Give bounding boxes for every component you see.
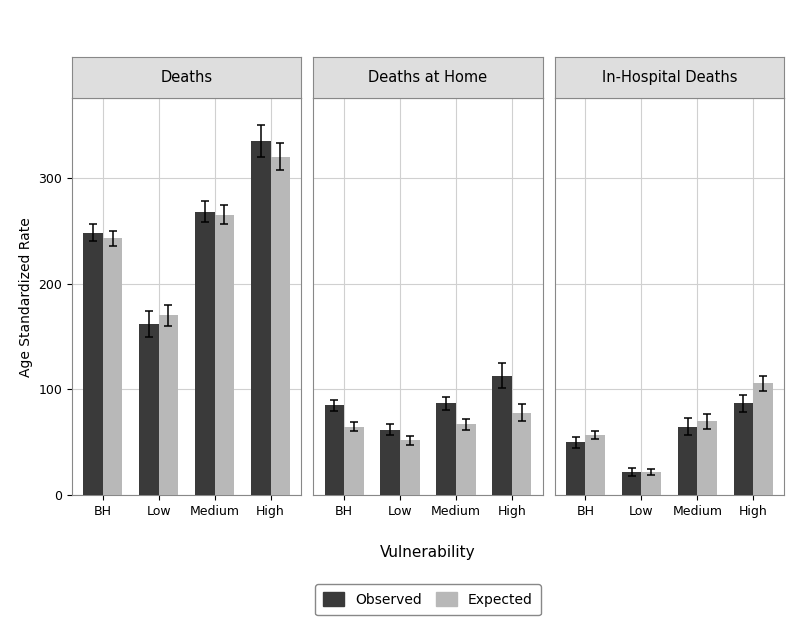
- Bar: [436, 403, 456, 495]
- Bar: [344, 427, 364, 495]
- Text: Deaths at Home: Deaths at Home: [369, 70, 487, 85]
- Y-axis label: Age Standardized Rate: Age Standardized Rate: [19, 217, 33, 377]
- Bar: [325, 405, 344, 495]
- Bar: [642, 472, 661, 495]
- Bar: [102, 238, 122, 495]
- Bar: [698, 421, 717, 495]
- Bar: [586, 435, 605, 495]
- Bar: [400, 440, 420, 495]
- Bar: [214, 215, 234, 495]
- Legend: Observed, Expected: Observed, Expected: [315, 584, 541, 615]
- Bar: [492, 376, 512, 495]
- Bar: [139, 324, 158, 495]
- Bar: [754, 383, 773, 495]
- Bar: [734, 403, 754, 495]
- Bar: [251, 141, 270, 495]
- Bar: [678, 427, 698, 495]
- Bar: [83, 233, 102, 495]
- Text: In-Hospital Deaths: In-Hospital Deaths: [602, 70, 737, 85]
- Bar: [158, 316, 178, 495]
- Bar: [381, 430, 400, 495]
- Text: Vulnerability: Vulnerability: [380, 545, 476, 560]
- Bar: [622, 472, 642, 495]
- Text: Deaths: Deaths: [161, 70, 213, 85]
- Bar: [270, 157, 290, 495]
- Bar: [512, 413, 531, 495]
- Bar: [195, 211, 214, 495]
- Bar: [566, 443, 586, 495]
- Bar: [456, 424, 475, 495]
